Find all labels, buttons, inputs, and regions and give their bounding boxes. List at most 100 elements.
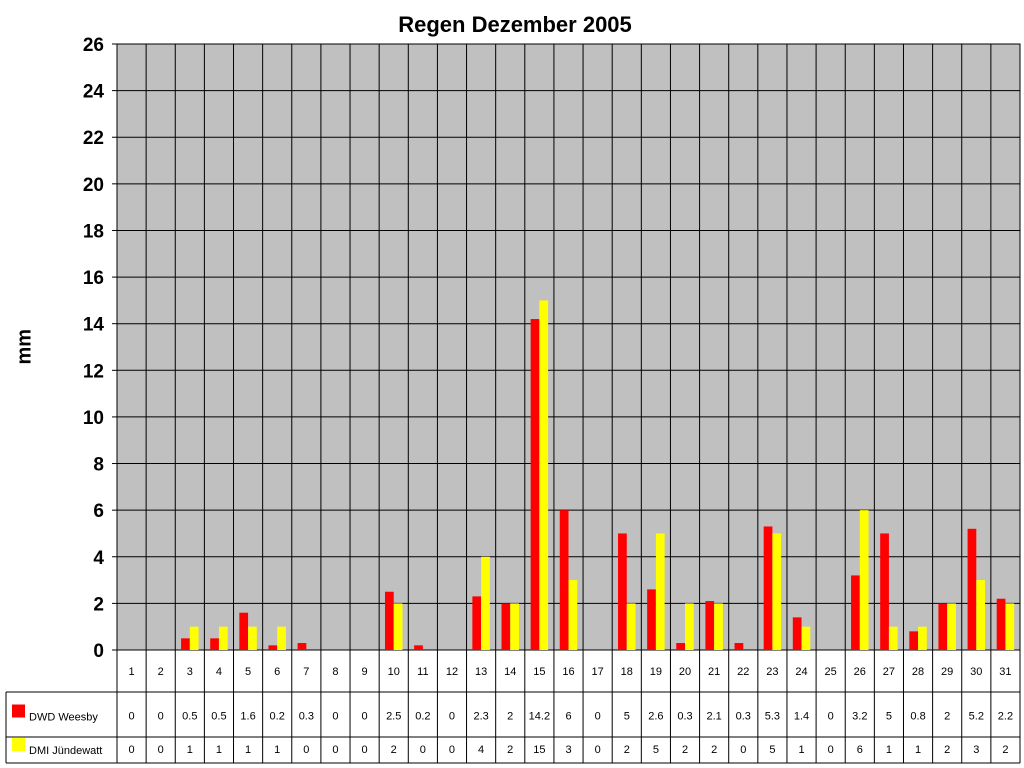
table-value: 1.6 xyxy=(240,711,255,723)
table-value: 0 xyxy=(595,744,601,756)
bar-dmi xyxy=(626,603,636,650)
x-tick-label: 13 xyxy=(475,666,487,678)
table-value: 0 xyxy=(362,744,368,756)
y-tick-label: 0 xyxy=(93,641,104,662)
x-tick-label: 27 xyxy=(883,666,895,678)
y-tick-label: 14 xyxy=(83,315,105,336)
bar-dwd xyxy=(938,603,948,650)
y-tick-label: 16 xyxy=(83,268,104,289)
table-value: 0.3 xyxy=(677,711,692,723)
table-value: 1 xyxy=(187,744,193,756)
bar-dwd xyxy=(181,638,190,650)
bar-dwd xyxy=(472,596,482,650)
table-value: 2 xyxy=(507,711,513,723)
bar-dmi xyxy=(801,626,811,650)
table-value: 0 xyxy=(303,744,309,756)
bar-dmi xyxy=(859,510,869,650)
table-value: 0 xyxy=(595,711,601,723)
table-value: 1 xyxy=(274,744,280,756)
table-value: 2 xyxy=(682,744,688,756)
x-tick-label: 20 xyxy=(679,666,691,678)
bar-dwd xyxy=(501,603,511,650)
bar-dmi xyxy=(1005,603,1015,650)
legend-key xyxy=(12,704,25,718)
x-tick-label: 8 xyxy=(332,666,338,678)
bar-dmi xyxy=(568,580,578,650)
table-value: 0.3 xyxy=(736,711,751,723)
y-tick-label: 12 xyxy=(83,361,104,382)
bar-dwd xyxy=(618,533,627,650)
x-tick-label: 17 xyxy=(592,666,604,678)
bar-dmi xyxy=(277,626,286,650)
x-tick-label: 9 xyxy=(362,666,368,678)
table-value: 2 xyxy=(507,744,513,756)
table-value: 0.3 xyxy=(299,711,314,723)
table-value: 5.3 xyxy=(765,711,780,723)
bar-dwd xyxy=(530,319,540,650)
table-value: 2 xyxy=(711,744,717,756)
bar-dwd xyxy=(734,643,744,650)
bar-dmi xyxy=(189,626,199,650)
table-value: 0 xyxy=(740,744,746,756)
table-value: 0.5 xyxy=(182,711,197,723)
table-value: 0.8 xyxy=(910,711,925,723)
table-value: 2 xyxy=(624,744,630,756)
x-tick-label: 16 xyxy=(562,666,574,678)
bar-dwd xyxy=(851,575,860,650)
table-value: 0 xyxy=(129,711,135,723)
bar-dwd xyxy=(909,631,919,650)
x-tick-label: 12 xyxy=(446,666,458,678)
table-value: 5.2 xyxy=(969,711,984,723)
bar-dmi xyxy=(539,300,549,650)
y-tick-label: 18 xyxy=(83,221,104,242)
table-value: 0 xyxy=(828,744,834,756)
y-tick-label: 10 xyxy=(83,408,104,429)
table-value: 0 xyxy=(129,744,135,756)
table-value: 1 xyxy=(915,744,921,756)
table-value: 0 xyxy=(362,711,368,723)
table-value: 1.4 xyxy=(794,711,809,723)
bar-dmi xyxy=(714,603,723,650)
table-value: 2.6 xyxy=(648,711,663,723)
bar-dmi xyxy=(248,626,257,650)
table-value: 2 xyxy=(944,711,950,723)
x-tick-label: 6 xyxy=(274,666,280,678)
bar-dmi xyxy=(218,626,228,650)
bar-dwd xyxy=(268,645,278,650)
y-tick-label: 20 xyxy=(83,175,104,196)
bar-dwd xyxy=(792,617,802,650)
table-value: 1 xyxy=(245,744,251,756)
table-value: 0.2 xyxy=(415,711,430,723)
chart-title: Regen Dezember 2005 xyxy=(398,12,632,37)
bar-dwd xyxy=(297,643,307,650)
table-value: 3.2 xyxy=(852,711,867,723)
table-value: 14.2 xyxy=(529,711,550,723)
table-value: 2.2 xyxy=(998,711,1013,723)
x-tick-label: 25 xyxy=(825,666,837,678)
bar-dmi xyxy=(481,556,490,650)
x-tick-label: 11 xyxy=(417,666,428,678)
x-tick-label: 1 xyxy=(129,666,135,678)
table-value: 5 xyxy=(653,744,659,756)
bar-dwd xyxy=(967,528,977,650)
x-tick-label: 2 xyxy=(158,666,164,678)
data-table: 1 2 3 4 5 6 7 8 9 10 11 12 13 14 15 16 17 18 19 20 21 22 23 24 2… xyxy=(5,650,1021,764)
x-tick-label: 24 xyxy=(795,666,807,678)
bar-dwd xyxy=(210,638,219,650)
x-tick-label: 22 xyxy=(737,666,749,678)
table-value: 0.5 xyxy=(211,711,226,723)
x-tick-label: 21 xyxy=(708,666,720,678)
x-tick-label: 31 xyxy=(999,666,1011,678)
bar-dwd xyxy=(763,526,773,650)
table-value: 2.1 xyxy=(706,711,721,723)
x-tick-label: 26 xyxy=(854,666,866,678)
table-value: 5 xyxy=(769,744,775,756)
table-value: 15 xyxy=(533,744,545,756)
table-value: 1 xyxy=(886,744,892,756)
bar-dmi xyxy=(888,626,898,650)
bar-dwd xyxy=(996,598,1006,650)
table-value: 4 xyxy=(478,744,484,756)
table-value: 2 xyxy=(1002,744,1008,756)
table-value: 1 xyxy=(216,744,222,756)
